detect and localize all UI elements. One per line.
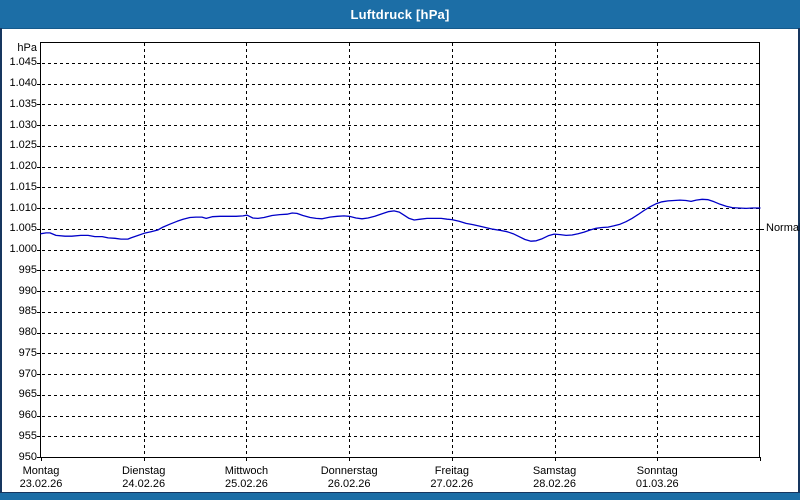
y-axis-tick-label: 1.025 (9, 139, 37, 152)
y-axis-tick-label: 960 (18, 409, 37, 421)
title-bar: Luftdruck [hPa] (0, 0, 800, 29)
y-axis-tick-label: 995 (18, 263, 37, 276)
x-axis-date-label: 01.03.26 (635, 478, 679, 490)
window-border-left (0, 28, 2, 500)
x-axis-day-label: Mittwoch (224, 465, 269, 477)
y-axis-tick-label: 1.035 (9, 97, 37, 110)
y-axis-tick-label: 1.045 (9, 56, 37, 69)
window-border-right (798, 28, 800, 500)
x-axis-day-label: Montag (22, 465, 60, 477)
x-axis-date-label: 25.02.26 (225, 478, 268, 490)
x-axis-day-group: Samstag 28.02.26 (500, 465, 610, 491)
y-axis-tick-label: 1.015 (9, 180, 37, 193)
x-axis-day-group: Sonntag 01.03.26 (602, 465, 712, 491)
x-axis-day-label: Samstag (532, 465, 577, 477)
x-axis-date-label: 23.02.26 (19, 478, 63, 490)
x-axis-date-label: 24.02.26 (122, 478, 166, 490)
x-axis-day-group: Montag 23.02.26 (0, 465, 96, 491)
y-axis-tick-label: 1.005 (9, 222, 37, 235)
x-axis-day-group: Freitag 27.02.26 (397, 465, 507, 491)
y-axis-tick-label: 965 (18, 388, 37, 401)
y-axis-tick-label: 955 (18, 429, 37, 442)
y-axis-tick-label: 1.000 (9, 243, 37, 255)
x-axis-day-label: Dienstag (121, 465, 166, 477)
y-axis-tick-label: 950 (18, 450, 37, 463)
x-axis-day-group: Donnerstag 26.02.26 (294, 465, 404, 491)
y-axis-tick-label: 1.020 (9, 160, 37, 172)
x-axis-day-label: Donnerstag (320, 465, 378, 477)
x-axis-day-label: Sonntag (636, 465, 678, 477)
x-axis-date-label: 26.02.26 (327, 478, 371, 490)
y-axis-tick-label: 1.030 (9, 118, 37, 131)
y-axis-tick-label: 1.010 (9, 201, 37, 214)
y-axis-tick-label: 1.040 (9, 77, 37, 89)
chart-title: Luftdruck [hPa] (350, 6, 450, 22)
x-axis-day-label: Freitag (434, 465, 469, 477)
x-axis-day-group: Dienstag 24.02.26 (89, 465, 199, 491)
y-axis-tick-label: 990 (18, 284, 37, 297)
y-axis-tick-label: 985 (18, 305, 37, 318)
y-axis-tick-label: 975 (18, 346, 37, 359)
y-axis-tick-label: 970 (18, 367, 37, 380)
y-axis-unit-label: hPa (17, 42, 37, 54)
status-strip (0, 492, 800, 500)
x-axis-day-group: Mittwoch 25.02.26 (191, 465, 301, 491)
x-axis-date-label: 28.02.26 (533, 478, 576, 490)
normal-marker-label: Normal (766, 222, 800, 235)
x-axis-date-label: 27.02.26 (430, 478, 474, 490)
y-axis-tick-label: 980 (18, 326, 37, 338)
